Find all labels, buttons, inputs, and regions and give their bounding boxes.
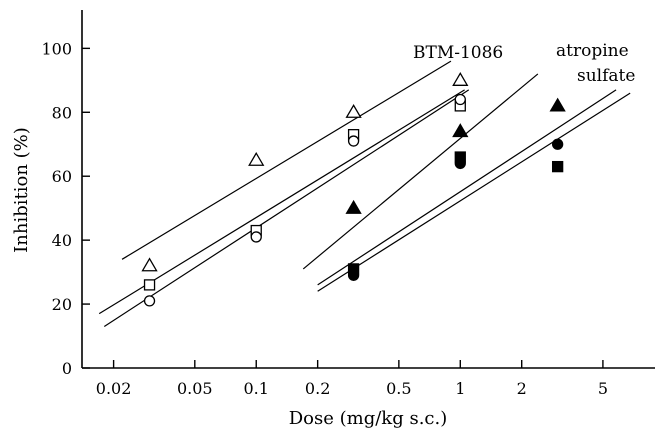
- x-tick-label: 0.1: [244, 379, 269, 398]
- fit-line-circle-open: [103, 89, 470, 327]
- marker-triangle-open: [345, 103, 362, 118]
- x-tick-label: 5: [598, 379, 608, 398]
- x-tick-label: 2: [517, 379, 527, 398]
- fit-line-triangle-open: [121, 60, 452, 260]
- marker-triangle-filled: [549, 97, 566, 112]
- annotation-btm-1086: BTM-1086: [413, 43, 503, 63]
- annotation-atropine: atropine: [556, 41, 629, 61]
- y-tick-label: 40: [52, 231, 72, 250]
- y-tick-label: 80: [52, 103, 72, 122]
- marker-circle-filled: [454, 157, 466, 170]
- y-axis-title: Inhibition (%): [11, 127, 32, 253]
- x-tick-label: 0.05: [177, 379, 213, 398]
- marker-triangle-filled: [452, 123, 469, 138]
- x-tick-label: 0.2: [305, 379, 330, 398]
- fit-line-square-open: [98, 89, 465, 315]
- y-tick-label: 0: [62, 359, 72, 378]
- marker-square-filled: [551, 160, 564, 173]
- annotation-sulfate: sulfate: [577, 66, 635, 86]
- fit-line-square-filled: [317, 89, 617, 286]
- marker-circle-open: [250, 231, 262, 243]
- data-markers: [141, 72, 566, 307]
- fit-line-triangle-filled: [302, 73, 539, 270]
- fit-line-circle-filled: [317, 92, 631, 292]
- y-axis-ticks: 0 20 40 60 80 100: [41, 39, 90, 378]
- x-tick-label: 0.5: [386, 379, 411, 398]
- x-axis-title: Dose (mg/kg s.c.): [289, 408, 448, 429]
- y-tick-label: 20: [52, 295, 72, 314]
- marker-circle-open: [143, 295, 156, 307]
- fit-lines: [98, 60, 631, 327]
- y-tick-label: 100: [41, 39, 72, 58]
- y-tick-label: 60: [52, 167, 72, 186]
- x-tick-label: 1: [455, 379, 465, 398]
- marker-triangle-filled: [345, 199, 362, 214]
- marker-circle-open: [454, 93, 466, 106]
- marker-triangle-open: [141, 257, 158, 272]
- marker-triangle-open: [248, 151, 265, 166]
- marker-circle-open: [347, 135, 360, 147]
- x-axis-ticks: 0.02 0.05 0.1 0.2 0.5 1 2 5: [96, 360, 608, 398]
- marker-circle-filled: [347, 269, 360, 281]
- marker-triangle-open: [452, 72, 469, 86]
- marker-square-open: [143, 279, 156, 291]
- x-tick-label: 0.02: [96, 379, 132, 398]
- marker-circle-filled: [551, 138, 564, 150]
